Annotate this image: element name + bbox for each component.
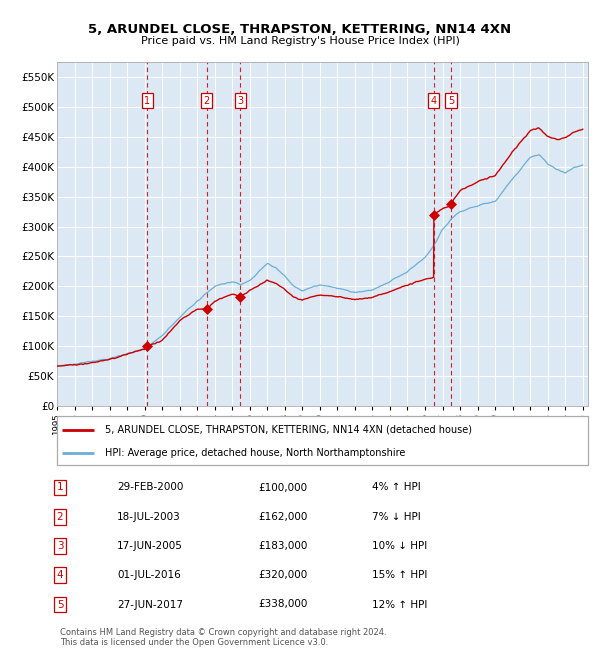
Text: 4% ↑ HPI: 4% ↑ HPI	[372, 482, 421, 493]
Text: 4: 4	[431, 96, 437, 106]
Text: This data is licensed under the Open Government Licence v3.0.: This data is licensed under the Open Gov…	[60, 638, 328, 647]
Text: 5: 5	[56, 599, 64, 610]
Text: 2: 2	[203, 96, 210, 106]
Text: 7% ↓ HPI: 7% ↓ HPI	[372, 512, 421, 522]
Text: 3: 3	[56, 541, 64, 551]
Text: 12% ↑ HPI: 12% ↑ HPI	[372, 599, 427, 610]
Text: 2: 2	[56, 512, 64, 522]
Text: 17-JUN-2005: 17-JUN-2005	[117, 541, 183, 551]
Text: 1: 1	[56, 482, 64, 493]
Text: HPI: Average price, detached house, North Northamptonshire: HPI: Average price, detached house, Nort…	[105, 448, 405, 458]
Text: 10% ↓ HPI: 10% ↓ HPI	[372, 541, 427, 551]
Text: Contains HM Land Registry data © Crown copyright and database right 2024.: Contains HM Land Registry data © Crown c…	[60, 628, 386, 637]
Text: 18-JUL-2003: 18-JUL-2003	[117, 512, 181, 522]
Text: £100,000: £100,000	[258, 482, 307, 493]
Text: 5, ARUNDEL CLOSE, THRAPSTON, KETTERING, NN14 4XN: 5, ARUNDEL CLOSE, THRAPSTON, KETTERING, …	[88, 23, 512, 36]
Text: £320,000: £320,000	[258, 570, 307, 580]
Text: £183,000: £183,000	[258, 541, 307, 551]
Text: 15% ↑ HPI: 15% ↑ HPI	[372, 570, 427, 580]
Text: £338,000: £338,000	[258, 599, 307, 610]
Text: Price paid vs. HM Land Registry's House Price Index (HPI): Price paid vs. HM Land Registry's House …	[140, 36, 460, 46]
Text: £162,000: £162,000	[258, 512, 307, 522]
Text: 29-FEB-2000: 29-FEB-2000	[117, 482, 184, 493]
Text: 4: 4	[56, 570, 64, 580]
Text: 3: 3	[237, 96, 244, 106]
Text: 1: 1	[145, 96, 151, 106]
Text: 27-JUN-2017: 27-JUN-2017	[117, 599, 183, 610]
Text: 01-JUL-2016: 01-JUL-2016	[117, 570, 181, 580]
Text: 5, ARUNDEL CLOSE, THRAPSTON, KETTERING, NN14 4XN (detached house): 5, ARUNDEL CLOSE, THRAPSTON, KETTERING, …	[105, 424, 472, 435]
Text: 5: 5	[448, 96, 454, 106]
